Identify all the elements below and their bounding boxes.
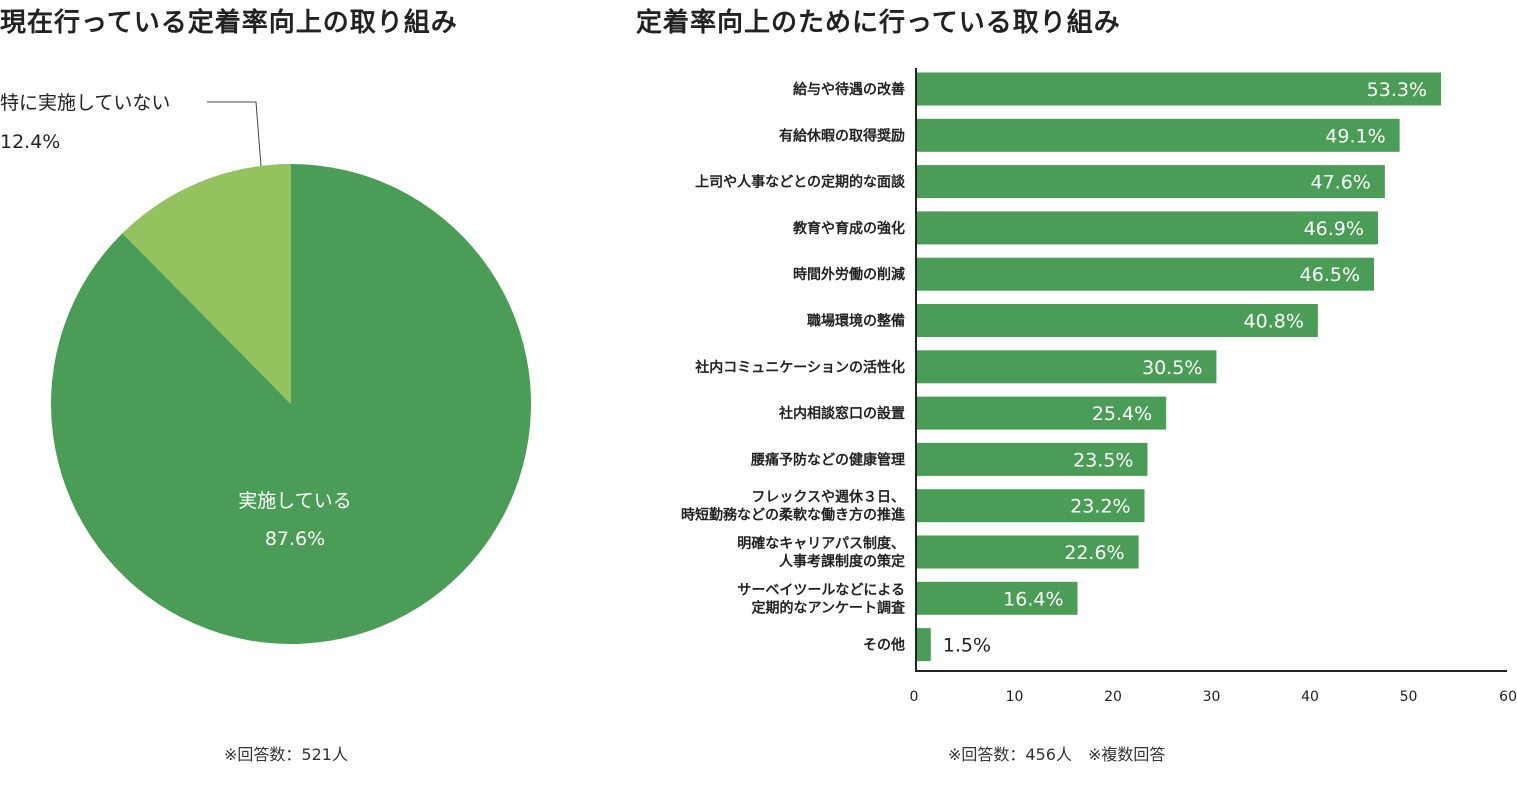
bar [916, 396, 1167, 430]
category-label: 定期的なアンケート調査 [752, 599, 906, 616]
bar [916, 581, 1078, 615]
bar-value-label: 1.5% [943, 635, 991, 657]
bar [916, 535, 1139, 569]
category-label: 社内相談窓口の設置 [778, 405, 905, 422]
bar-value-label: 22.6% [1064, 542, 1124, 564]
bar-value-label: 49.1% [1325, 125, 1385, 147]
bar-value-label: 23.5% [1073, 449, 1133, 471]
pie-slice-label: 実施している [238, 490, 351, 512]
bar [916, 350, 1217, 384]
category-label: フレックスや週休３日、 [751, 489, 905, 506]
pie-leader-line [207, 101, 262, 167]
bar-chart-title: 定着率向上のために行っている取り組み [636, 8, 1121, 38]
x-tick-label: 40 [1301, 689, 1319, 705]
bar-value-label: 47.6% [1311, 172, 1371, 194]
x-tick-label: 10 [1006, 689, 1024, 705]
category-label: 時短勤務などの柔軟な働き方の推進 [681, 507, 905, 524]
bar [916, 211, 1378, 245]
x-tick-label: 30 [1203, 689, 1221, 705]
x-tick-label: 0 [910, 689, 919, 705]
bar [916, 257, 1375, 291]
x-tick-label: 60 [1499, 689, 1517, 705]
bar-value-label: 53.3% [1367, 79, 1427, 101]
bar-value-label: 40.8% [1244, 311, 1304, 333]
bar-value-label: 30.5% [1142, 357, 1202, 379]
bar-value-label: 46.9% [1304, 218, 1364, 240]
bar-value-label: 23.2% [1070, 496, 1130, 518]
category-label: その他 [863, 637, 905, 654]
pie-slice-value-label: 12.4% [0, 131, 60, 153]
bar [916, 628, 931, 662]
bar [916, 442, 1148, 476]
bar [916, 489, 1145, 523]
category-label: 人事考課制度の策定 [779, 553, 905, 570]
bar-value-label: 16.4% [1003, 588, 1063, 610]
category-label: 職場環境の整備 [807, 313, 905, 330]
bar [916, 304, 1318, 337]
category-label: 明確なキャリアパス制度、 [737, 535, 905, 552]
category-label: 社内コミュニケーションの活性化 [694, 359, 905, 376]
x-tick-label: 50 [1400, 689, 1418, 705]
category-label: 給与や待遇の改善 [793, 81, 905, 98]
category-label: サーベイツールなどによる [737, 582, 905, 598]
pie-slice-value-label: 87.6% [265, 528, 325, 550]
category-label: 時間外労働の削減 [793, 266, 905, 283]
pie-chart-note: ※回答数：521人 [224, 745, 348, 764]
pie-slice-0 [50, 164, 532, 644]
bar-chart-note: ※回答数：456人 ※複数回答 [948, 745, 1166, 764]
pie-chart-title: 現在行っている定着率向上の取り組み [0, 8, 458, 38]
category-label: 有給休暇の取得奨励 [779, 127, 905, 144]
bar [916, 165, 1385, 199]
category-label: 上司や人事などとの定期的な面談 [695, 174, 906, 191]
bar-value-label: 25.4% [1092, 403, 1152, 425]
bar [916, 72, 1442, 106]
x-tick-label: 20 [1104, 689, 1122, 705]
category-label: 教育や育成の強化 [793, 220, 905, 237]
category-label: 腰痛予防などの健康管理 [750, 451, 905, 468]
bar-value-label: 46.5% [1300, 264, 1360, 286]
pie-slice-label: 特に実施していない [0, 92, 170, 114]
bar [916, 118, 1400, 152]
pie-slice-1 [122, 164, 291, 404]
